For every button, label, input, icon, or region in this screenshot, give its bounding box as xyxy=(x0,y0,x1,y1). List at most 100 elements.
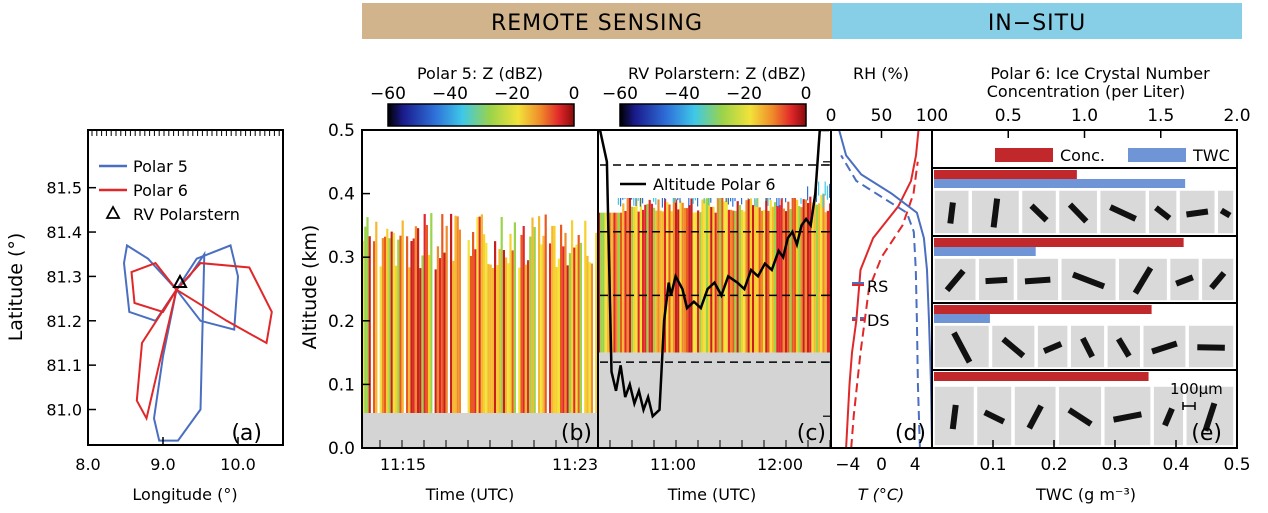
panel-a-xlabel: Longitude (°) xyxy=(132,485,237,504)
c-echo-column xyxy=(598,212,601,353)
a-ytick-label: 81.2 xyxy=(46,312,82,331)
b-echo-column xyxy=(408,267,411,414)
c-echo-column xyxy=(683,207,686,353)
ice-crystal xyxy=(1209,271,1227,290)
b-echo-column xyxy=(500,216,503,414)
crystal-image xyxy=(1117,257,1169,302)
c-echo-column xyxy=(800,207,803,353)
c-echo-column xyxy=(754,199,757,353)
panel-e-legend: Conc. TWC xyxy=(995,146,1230,165)
c-echo-column xyxy=(690,198,693,353)
c-echo-column xyxy=(668,204,671,353)
b-echo-column xyxy=(384,236,387,414)
panel-e-title-line2: Concentration (per Liter) xyxy=(987,82,1185,101)
c-echo-column xyxy=(765,197,768,353)
c-echo-column xyxy=(727,209,730,353)
c-echo-column xyxy=(712,206,715,353)
c-echo-top xyxy=(635,192,637,207)
e-top-tick-label: 2.0 xyxy=(1223,106,1250,126)
d-xtick-label: 4 xyxy=(910,455,921,475)
c-echo-column xyxy=(624,210,627,353)
ice-crystal xyxy=(983,409,1006,425)
panel-a-legend: Polar 5 Polar 6 RV Polarstern xyxy=(99,157,240,224)
b-echo-column xyxy=(553,225,556,414)
c-echo-column xyxy=(745,200,748,353)
c-echo-column xyxy=(736,201,739,353)
c-echo-column xyxy=(793,194,796,353)
b-echo-column xyxy=(368,236,371,414)
c-echo-top xyxy=(776,192,778,207)
c-echo-top xyxy=(829,183,831,198)
c-echo-top xyxy=(661,193,663,208)
d-rh-rs-line xyxy=(838,130,932,448)
c-echo-column xyxy=(749,198,752,353)
b-echo-column xyxy=(439,258,442,414)
ice-crystal xyxy=(1202,402,1218,432)
b-echo-column xyxy=(575,244,578,414)
c-echo-column xyxy=(802,199,805,353)
b-echo-column xyxy=(392,232,395,414)
b-echo-column xyxy=(456,216,459,414)
b-echo-column xyxy=(419,268,422,414)
conc-bar xyxy=(934,372,1149,381)
ice-crystal xyxy=(947,202,956,224)
ice-crystal xyxy=(1175,274,1194,287)
b-echo-column xyxy=(568,253,571,414)
c-echo-column xyxy=(738,204,741,353)
b-echo-column xyxy=(390,231,393,414)
twc-bar xyxy=(934,179,1186,188)
panel-a: 8.0 9.0 10.0 81.0 81.1 81.2 81.3 81.4 81.5 Polar… xyxy=(5,129,284,504)
c-echo-column xyxy=(637,211,640,353)
b-echo-column xyxy=(529,236,532,414)
b-echo-column xyxy=(417,228,420,414)
b-echo-column xyxy=(489,264,492,414)
b-echo-column xyxy=(522,226,525,414)
e-xtick-label: 0.1 xyxy=(979,455,1006,475)
b-ytick-label: 0.5 xyxy=(328,121,355,141)
d-xtick-label: −4 xyxy=(835,455,860,475)
b-echo-column xyxy=(588,262,591,414)
c-echo-column xyxy=(807,203,810,353)
c-echo-column xyxy=(661,211,664,353)
panels-frame xyxy=(361,129,1238,449)
a-ytick-label: 81.5 xyxy=(46,179,82,198)
c-echo-column xyxy=(628,196,631,353)
c-echo-column xyxy=(767,210,770,353)
legend-twc: TWC xyxy=(1192,146,1230,165)
b-echo-column xyxy=(573,247,576,414)
b-echo-column xyxy=(443,252,446,414)
c-xtick-label: 11:00 xyxy=(650,455,696,474)
b-echo-column xyxy=(441,214,444,414)
a-ytick-label: 81.0 xyxy=(46,401,82,420)
b-echo-column xyxy=(498,249,501,414)
b-echo-column xyxy=(538,216,541,414)
c-echo-column xyxy=(657,199,660,353)
a-xtick-label: 10.0 xyxy=(220,455,256,474)
c-echo-column xyxy=(743,211,746,353)
b-echo-column xyxy=(469,255,472,414)
b-echo-column xyxy=(414,226,417,414)
legend-conc: Conc. xyxy=(1060,146,1105,165)
e-top-tick-label: 1.5 xyxy=(1147,106,1174,126)
c-echo-column xyxy=(771,206,774,353)
c-echo-column xyxy=(701,199,704,353)
c-echo-column xyxy=(694,212,697,353)
c-echo-column xyxy=(758,207,761,353)
c-echo-column xyxy=(666,202,669,353)
colorbar-tick-label: −40 xyxy=(432,84,468,104)
b-echo-column xyxy=(366,217,369,414)
c-echo-top xyxy=(756,192,758,207)
c-echo-column xyxy=(798,206,801,353)
c-echo-column xyxy=(785,211,788,353)
b-echo-column xyxy=(395,265,398,414)
colorbar-tick-label: −60 xyxy=(602,84,638,104)
panel-b-label: (b) xyxy=(561,421,592,446)
c-echo-column xyxy=(611,212,614,353)
b-echo-column xyxy=(379,266,382,414)
b-echo-column xyxy=(478,216,481,414)
ice-crystal xyxy=(985,276,1008,285)
b-echo-column xyxy=(595,232,598,414)
c-echo-column xyxy=(622,203,625,353)
b-echo-column xyxy=(450,213,453,414)
b-echo-column xyxy=(410,241,413,414)
